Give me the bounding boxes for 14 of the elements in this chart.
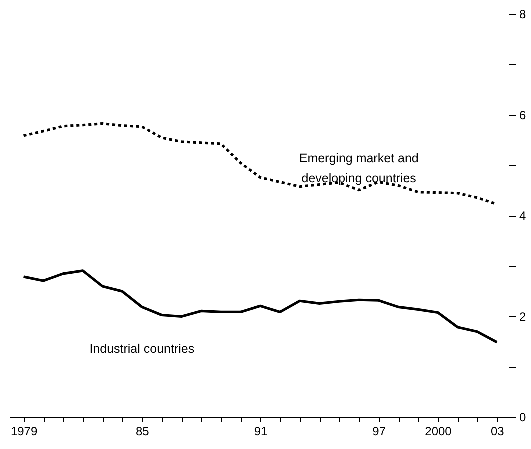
text: Industrial countries xyxy=(90,342,195,356)
y-tick-label: 8 xyxy=(520,8,526,22)
y-tick-label: 4 xyxy=(520,209,526,223)
x-tick-label: 2000 xyxy=(425,424,452,438)
x-tick-label: 1979 xyxy=(10,424,38,438)
x-tick-label: 91 xyxy=(254,424,268,438)
x-tick-label: 85 xyxy=(136,424,150,438)
y-tick-label: 6 xyxy=(520,108,526,122)
line-series xyxy=(22,270,498,344)
y-tick-label: 0 xyxy=(520,410,526,424)
y-tick-label: 2 xyxy=(520,310,526,324)
series-label: Emerging market and developing countries xyxy=(299,151,419,186)
x-tick-label: 97 xyxy=(372,424,386,438)
x-tick-label: 03 xyxy=(490,424,505,438)
